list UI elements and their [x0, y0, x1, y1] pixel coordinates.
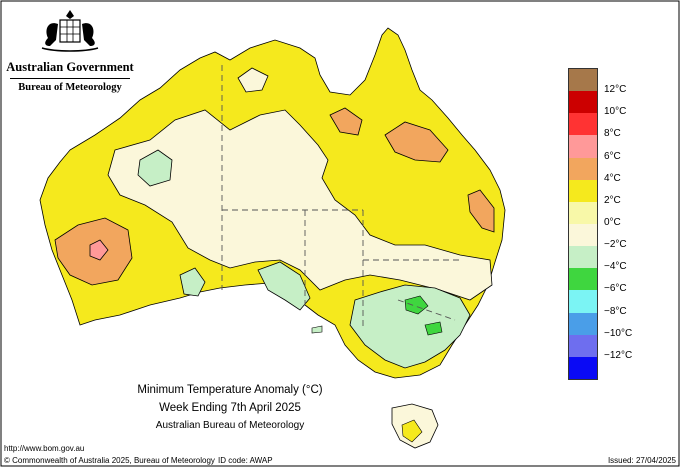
queensland-orange-zone-b: [329, 107, 363, 136]
legend-label: 6°C: [604, 150, 621, 162]
legend-label: 4°C: [604, 172, 621, 184]
legend-label: 0°C: [604, 217, 621, 228]
legend-label: −12°C: [604, 349, 633, 361]
issued-date: Issued: 27/04/2025: [607, 456, 676, 465]
legend-swatch: [569, 179, 597, 203]
legend-label: −8°C: [604, 305, 627, 317]
website-link[interactable]: http://www.bom.gov.au: [4, 444, 85, 453]
queensland-orange-zone-a: [384, 121, 449, 163]
legend-swatch: [569, 91, 597, 114]
legend-swatch: [569, 157, 597, 181]
legend-label: 10°C: [604, 106, 627, 118]
map-source: Australian Bureau of Meteorology: [155, 420, 305, 431]
kangaroo-island: [311, 325, 323, 334]
southeast-green-zone: [349, 284, 471, 369]
australia-map: [39, 27, 506, 449]
legend-swatch: [569, 246, 597, 269]
coat-of-arms-icon: [41, 10, 99, 52]
legend-swatch: [569, 334, 597, 358]
legend-swatch: [569, 201, 597, 225]
victoria-green-pocket: [404, 295, 429, 315]
legend-swatch: [569, 356, 597, 380]
bureau-title: Bureau of Meteorology: [18, 82, 122, 93]
legend-label: 12°C: [604, 84, 627, 96]
legend-label: 2°C: [604, 194, 621, 206]
legend-label: −2°C: [604, 239, 627, 251]
tasmania-yellow-pocket: [401, 419, 423, 443]
copyright-text: © Commonwealth of Australia 2025, Bureau…: [4, 456, 215, 465]
queensland-orange-zone-c: [467, 189, 495, 233]
map-title: Minimum Temperature Anomaly (°C): [137, 384, 323, 396]
map-subtitle: Week Ending 7th April 2025: [159, 402, 301, 414]
legend-label: −4°C: [604, 261, 627, 273]
central-cream-zone: [107, 109, 493, 301]
id-code: ID code: AWAP: [218, 456, 273, 465]
logo-divider: [10, 78, 130, 79]
pilbara-pink-core: [89, 239, 109, 261]
northwest-green-zone: [137, 149, 173, 187]
legend-label: −10°C: [604, 327, 633, 339]
legend-swatch: [569, 113, 597, 136]
legend-swatch: [569, 268, 597, 291]
legend-swatch: [569, 290, 597, 314]
legend-swatch: [569, 135, 597, 159]
gippsland-green-pocket: [424, 321, 443, 336]
legend-label: −6°C: [604, 283, 627, 295]
legend-swatch: [569, 312, 597, 336]
government-title: Australian Government: [6, 60, 134, 74]
legend-label: 8°C: [604, 128, 621, 140]
southwest-green-zone: [179, 267, 206, 297]
color-legend: [568, 68, 598, 380]
logo-block: Australian Government Bureau of Meteorol…: [6, 58, 134, 93]
legend-swatch: [569, 69, 597, 92]
state-borders: [221, 65, 460, 330]
top-end-cream-zone: [237, 67, 269, 93]
legend-swatch: [569, 224, 597, 247]
